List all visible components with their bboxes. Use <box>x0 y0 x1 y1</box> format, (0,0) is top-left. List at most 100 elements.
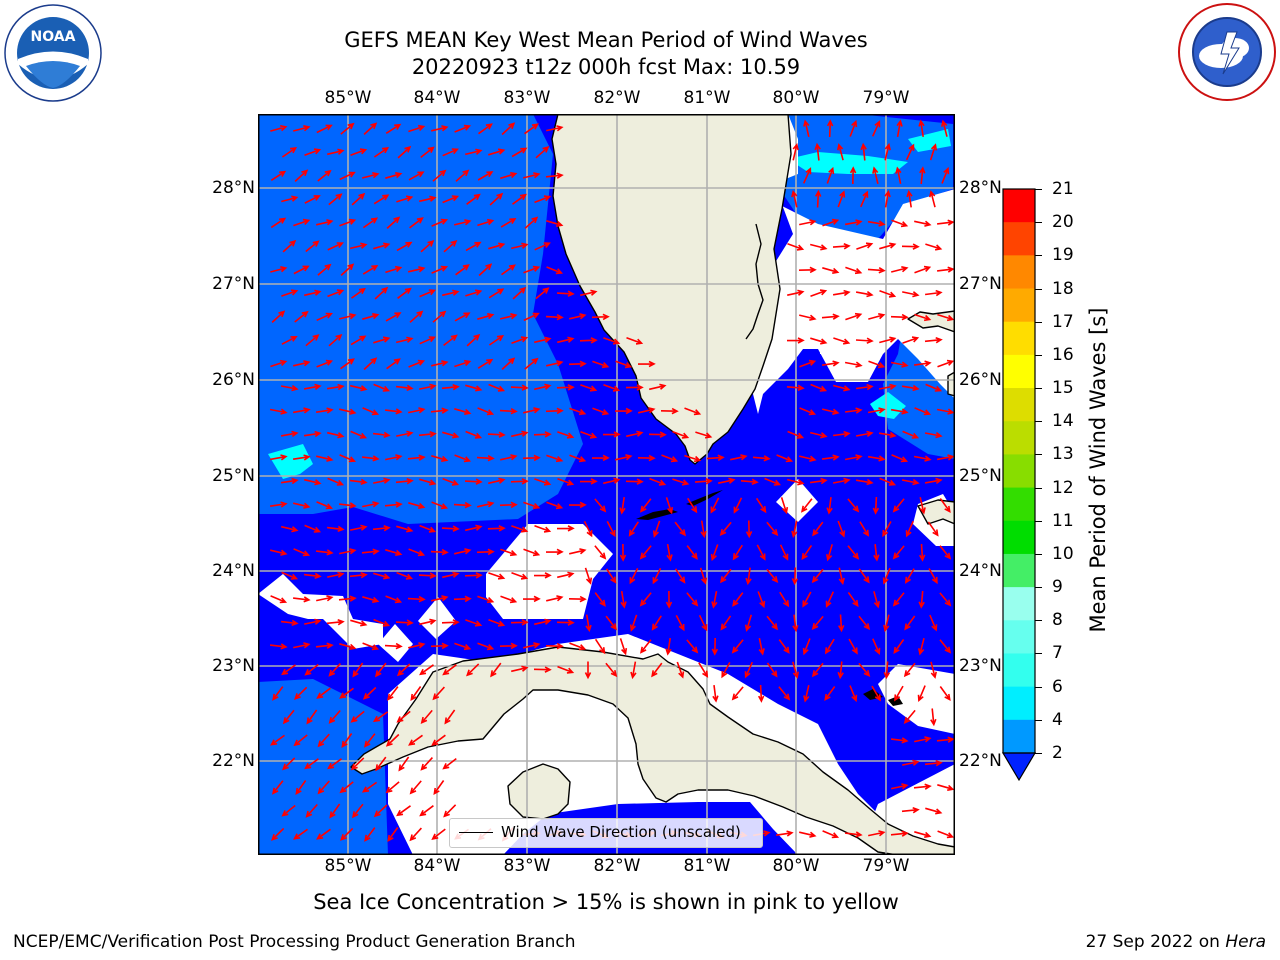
wind-wave-arrow <box>349 571 368 579</box>
wind-wave-arrow <box>809 477 828 485</box>
colorbar-tick-label: 11 <box>1052 510 1074 531</box>
lon-label-top: 82°W <box>593 88 641 108</box>
wind-wave-arrow <box>775 830 794 837</box>
wind-wave-arrow <box>327 758 342 770</box>
wind-wave-arrow <box>545 407 564 415</box>
colorbar-band <box>1003 653 1035 688</box>
wind-wave-arrow <box>384 501 403 508</box>
wind-wave-arrow <box>799 407 817 416</box>
wind-wave-arrow <box>533 431 552 438</box>
wind-wave-arrow <box>272 780 284 795</box>
wind-wave-arrow <box>546 220 564 227</box>
wind-wave-arrow <box>937 266 955 273</box>
colorbar-band <box>1003 553 1035 588</box>
wind-wave-arrow <box>766 568 779 583</box>
wind-wave-arrow <box>419 336 436 345</box>
wind-wave-arrow <box>419 383 437 390</box>
wind-wave-arrow <box>387 827 399 842</box>
colorbar-tick-label: 2 <box>1052 743 1063 763</box>
lat-label-left: 23°N <box>212 656 255 676</box>
wind-wave-map <box>258 114 955 855</box>
wind-wave-arrow <box>418 572 437 579</box>
wind-wave-arrow <box>488 288 505 299</box>
wind-wave-arrow <box>317 780 330 795</box>
wind-wave-arrow <box>557 571 575 579</box>
wind-wave-arrow <box>811 568 824 584</box>
wind-wave-arrow <box>883 614 890 633</box>
noaa-logo: NOAA <box>4 4 102 102</box>
wind-wave-arrow <box>914 220 932 227</box>
wind-wave-arrow <box>801 498 813 513</box>
wind-wave-arrow <box>764 477 782 486</box>
wind-wave-arrow <box>569 642 587 651</box>
wind-wave-arrow <box>476 454 495 462</box>
wind-wave-arrow <box>879 477 897 486</box>
wind-wave-arrow <box>855 337 874 344</box>
wind-wave-arrow <box>454 642 472 651</box>
lon-label-bottom: 80°W <box>772 856 820 876</box>
colorbar-band <box>1003 520 1035 555</box>
wind-wave-arrow <box>905 520 914 538</box>
wind-wave-arrow <box>867 267 886 274</box>
wind-wave-arrow <box>432 310 447 323</box>
colorbar-tick-mark <box>1035 620 1042 622</box>
wind-wave-arrow <box>810 243 828 251</box>
wind-wave-arrow <box>556 290 575 297</box>
wind-wave-arrow <box>569 454 587 463</box>
colorbar-tick-label: 17 <box>1052 311 1074 332</box>
map-legend: Wind Wave Direction (unscaled) <box>449 818 763 848</box>
wind-wave-arrow <box>801 544 813 561</box>
wind-wave-arrow <box>511 242 529 250</box>
wind-wave-arrow <box>398 756 410 772</box>
wind-wave-arrow <box>675 615 685 632</box>
wind-wave-arrow <box>832 289 851 297</box>
wind-wave-arrow <box>858 662 871 677</box>
wind-wave-arrow <box>501 357 516 370</box>
wind-wave-arrow <box>317 733 330 748</box>
wind-wave-arrow <box>488 619 506 627</box>
wind-wave-arrow <box>914 407 932 416</box>
wind-wave-arrow <box>272 686 284 701</box>
wind-wave-arrow <box>362 217 379 229</box>
colorbar-tick-label: 21 <box>1052 179 1074 199</box>
wind-wave-arrow <box>269 454 288 461</box>
wind-wave-arrow <box>375 756 387 772</box>
wind-wave-arrow <box>556 525 575 532</box>
wind-wave-arrow <box>695 431 713 439</box>
wind-wave-arrow <box>328 334 343 347</box>
wind-wave-arrow <box>487 431 506 438</box>
wind-wave-arrow <box>822 267 840 274</box>
wind-wave-arrow <box>350 710 365 723</box>
wind-wave-arrow <box>385 172 403 179</box>
wind-wave-arrow <box>838 614 845 633</box>
wind-wave-arrow <box>442 289 460 297</box>
wind-wave-arrow <box>941 119 948 137</box>
wind-wave-arrow <box>410 686 422 701</box>
wind-wave-arrow <box>408 171 425 181</box>
wind-wave-arrow <box>712 684 719 703</box>
colorbar-tick-label: 9 <box>1052 577 1063 598</box>
wind-wave-arrow <box>711 637 719 656</box>
wind-wave-arrow <box>362 455 380 462</box>
wind-wave-arrow <box>822 408 840 415</box>
wind-wave-arrow <box>545 642 564 650</box>
wind-wave-arrow <box>939 639 952 654</box>
wind-wave-arrow <box>304 524 322 533</box>
wind-wave-arrow <box>919 497 926 515</box>
wind-wave-arrow <box>339 687 354 699</box>
wind-wave-arrow <box>780 497 789 515</box>
wind-wave-arrow <box>890 313 909 321</box>
wind-wave-arrow <box>270 595 288 604</box>
wind-wave-arrow <box>640 639 652 654</box>
wind-wave-arrow <box>924 759 943 767</box>
lon-label-bottom: 81°W <box>683 856 731 876</box>
wind-wave-arrow <box>315 642 334 649</box>
wind-wave-arrow <box>638 407 656 414</box>
wind-wave-arrow <box>814 189 822 208</box>
wind-wave-arrow <box>810 383 828 392</box>
wind-wave-arrow <box>786 337 805 344</box>
wind-wave-arrow <box>303 383 322 391</box>
wind-wave-arrow <box>731 639 744 654</box>
wind-wave-arrow <box>929 143 938 161</box>
colorbar-tick-mark <box>1035 222 1042 224</box>
